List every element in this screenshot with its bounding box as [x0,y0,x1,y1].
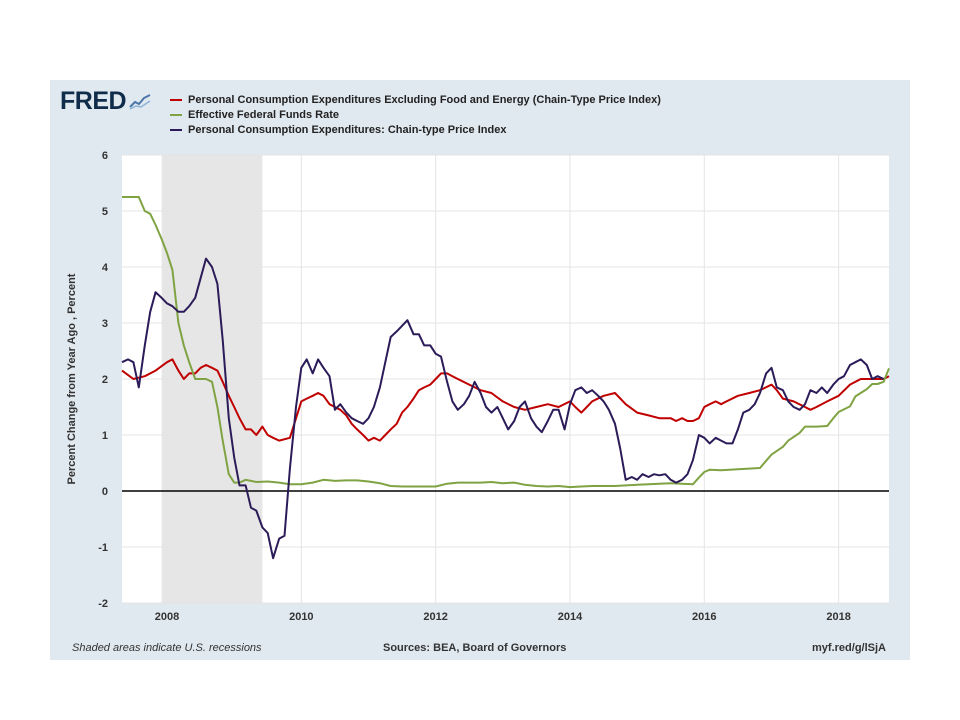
y-tick-label: 2 [102,374,108,386]
fred-logo: FRED [60,86,152,116]
legend-label-core-pce: Personal Consumption Expenditures Exclud… [188,93,661,106]
legend-swatch-fed-funds [170,113,182,116]
x-tick-label: 2008 [155,611,179,623]
chart-legend: Personal Consumption Expenditures Exclud… [170,92,661,137]
y-tick-label: 0 [102,486,108,498]
sources-text: Sources: BEA, Board of Governors [383,642,567,654]
y-tick-label: 1 [102,430,108,442]
legend-label-fed-funds: Effective Federal Funds Rate [188,108,339,121]
x-tick-label: 2016 [692,611,716,623]
y-tick-label: 4 [102,262,109,274]
x-tick-label: 2014 [558,611,583,623]
y-axis-label: Percent Change from Year Ago , Percent [66,273,78,485]
y-tick-label: -2 [98,598,108,610]
x-tick-label: 2012 [423,611,447,623]
y-tick-label: -1 [98,542,108,554]
series-line-core-pce [121,358,890,442]
x-tick-label: 2018 [826,611,850,623]
fred-graph-icon [129,92,152,110]
legend-label-pce: Personal Consumption Expenditures: Chain… [188,123,507,136]
legend-item-fed-funds: Effective Federal Funds Rate [170,107,661,122]
legend-item-core-pce: Personal Consumption Expenditures Exclud… [170,92,661,107]
fred-logo-text: FRED [60,86,127,115]
recession-note: Shaded areas indicate U.S. recessions [72,642,262,654]
y-tick-label: 5 [102,206,108,218]
legend-swatch-pce [170,128,182,131]
series-line-fed-funds [122,196,890,489]
y-tick-label: 3 [102,318,108,330]
legend-item-pce: Personal Consumption Expenditures: Chain… [170,122,661,137]
y-tick-label: 6 [102,150,108,162]
legend-swatch-core-pce [170,98,182,101]
short-link[interactable]: myf.red/g/lSjA [812,642,886,654]
x-tick-label: 2010 [289,611,313,623]
series-line-pce [121,257,885,560]
